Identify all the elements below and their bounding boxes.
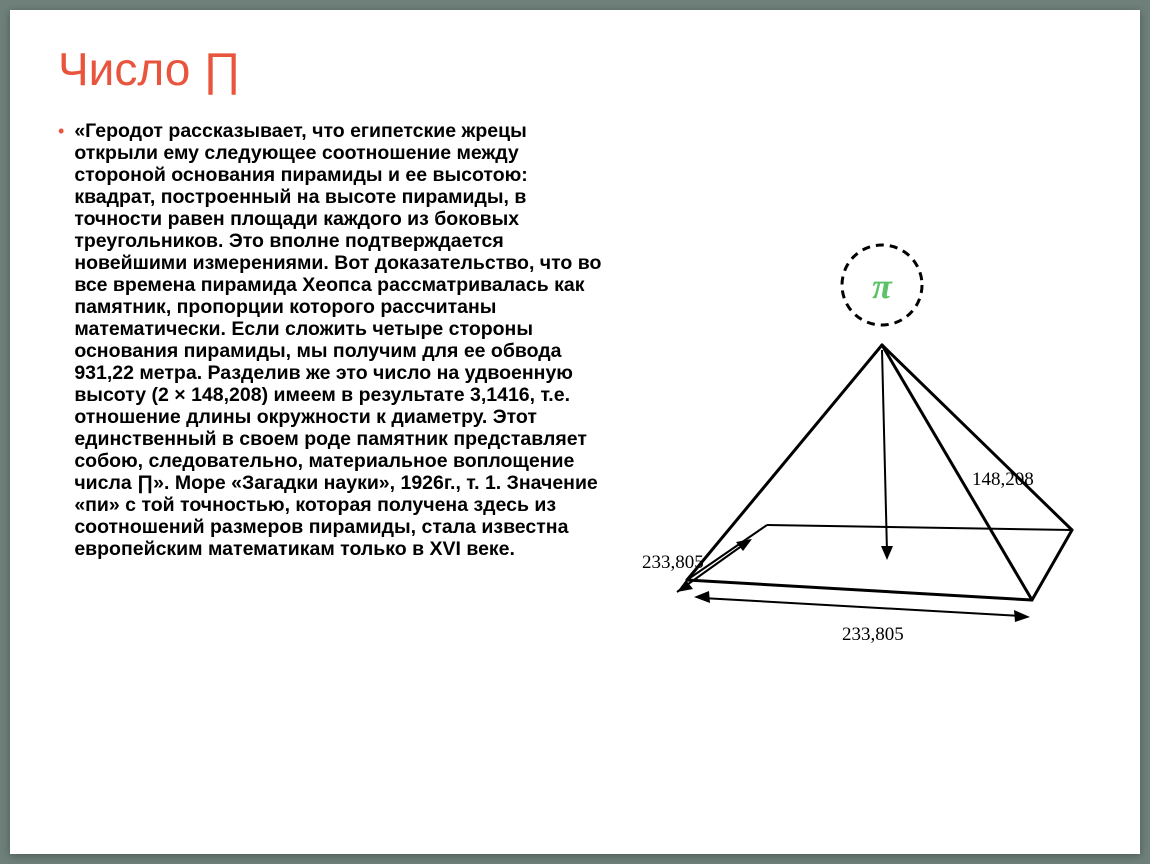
pyramid-diagram: π xyxy=(632,230,1092,650)
edge-base-back xyxy=(767,525,1072,530)
height-arrowhead xyxy=(881,546,893,560)
bullet-icon: • xyxy=(58,120,64,142)
slide-inner: Число ∏ • «Геродот рассказывает, что еги… xyxy=(10,10,1140,700)
slide-title: Число ∏ xyxy=(58,42,1092,96)
text-column: • «Геродот рассказывает, что египетские … xyxy=(58,120,613,560)
edge-base-right xyxy=(1032,530,1072,600)
slide: Число ∏ • «Геродот рассказывает, что еги… xyxy=(10,10,1140,854)
side-label-left: 233,805 xyxy=(642,552,704,573)
pi-symbol: π xyxy=(872,266,893,306)
edge-base-front xyxy=(687,580,1032,600)
dim-bottom-arrow1 xyxy=(694,591,710,603)
bullet-item: • «Геродот рассказывает, что египетские … xyxy=(58,120,613,560)
edge-apex-backright xyxy=(882,345,1072,530)
content-row: • «Геродот рассказывает, что египетские … xyxy=(58,120,1092,680)
body-text: «Геродот рассказывает, что египетские жр… xyxy=(74,120,613,560)
figure-column: π xyxy=(613,120,1092,680)
height-label: 148,208 xyxy=(972,469,1034,490)
side-label-bottom: 233,805 xyxy=(842,624,904,645)
dim-bottom-line xyxy=(702,598,1022,616)
dim-bottom-arrow2 xyxy=(1014,610,1030,622)
edge-apex-frontleft xyxy=(687,345,882,580)
height-line xyxy=(882,350,887,552)
